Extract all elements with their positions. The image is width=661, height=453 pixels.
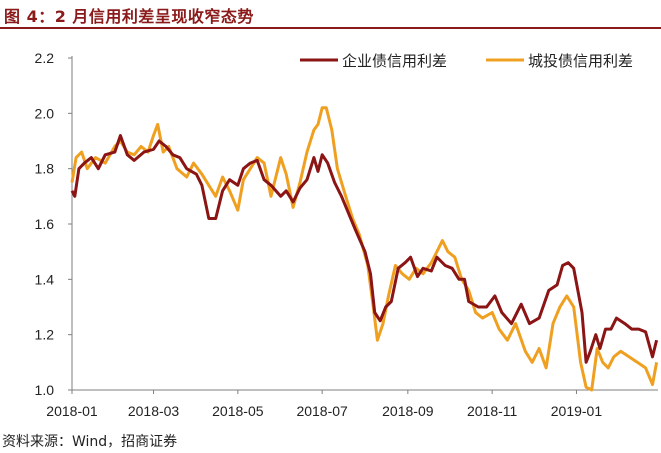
legend-label-0: 企业债信用利差: [342, 52, 447, 70]
x-tick-label: 2018-11: [467, 403, 518, 419]
figure-title: 图 4：2 月信用利差呈现收窄态势: [4, 7, 254, 26]
y-tick-label: 1.0: [35, 382, 55, 398]
y-tick-label: 2.0: [35, 105, 55, 121]
plot-area: 1.0 1.2 1.4 1.6 1.8 2.0 2.2 2018-01 2018-03 2018-…: [35, 50, 659, 419]
y-tick-label: 1.6: [35, 216, 55, 232]
y-tick-label: 1.8: [35, 161, 55, 177]
x-tick-label: 2018-01: [46, 403, 98, 419]
data-source-note: 资料来源：Wind，招商证券: [2, 434, 178, 450]
title-divider: [0, 27, 661, 29]
x-tick-label: 2018-03: [128, 403, 180, 419]
series-line-0: [70, 134, 659, 364]
y-tick-label: 1.2: [35, 327, 55, 343]
y-tick-label: 1.4: [35, 271, 55, 287]
x-tick-label: 2018-05: [212, 403, 264, 419]
x-tick-label: 2018-09: [382, 403, 434, 419]
chart-legend: 企业债信用利差 城投债信用利差: [300, 52, 633, 70]
x-tick-label: 2018-07: [296, 403, 348, 419]
legend-label-1: 城投债信用利差: [528, 53, 633, 70]
y-tick-label: 2.2: [35, 50, 55, 66]
x-tick-label: 2019-01: [551, 403, 603, 419]
